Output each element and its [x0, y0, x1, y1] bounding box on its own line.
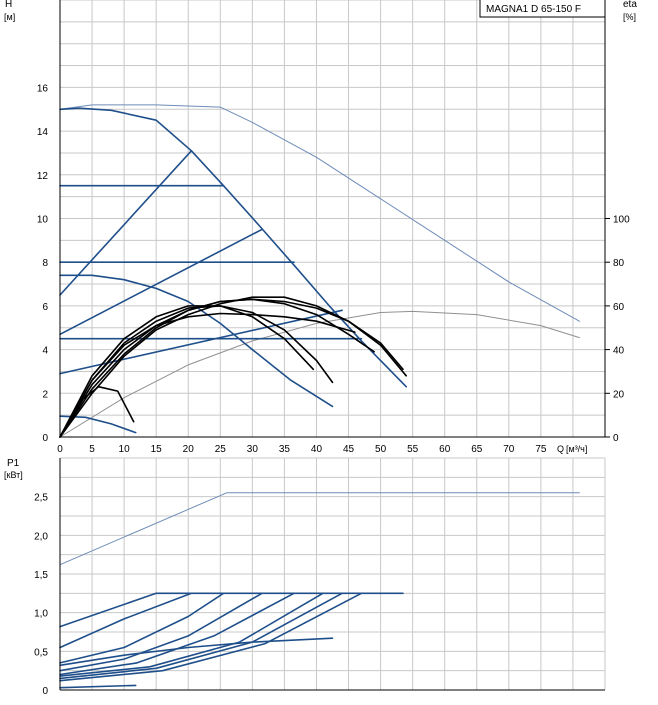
y2-tick-label: 0 — [613, 433, 619, 444]
y2-axis-label-eta: eta — [623, 0, 637, 10]
x-tick-label: 15 — [151, 444, 163, 455]
y-tick-label: 6 — [42, 302, 48, 313]
efficiency-curve — [59, 298, 404, 438]
p1-tick-label: 1,5 — [34, 570, 48, 581]
y-tick-label: 8 — [42, 258, 48, 269]
x-tick-label: 60 — [439, 444, 451, 455]
p1-tick-label: 2,0 — [34, 531, 48, 542]
y-tick-label: 0 — [42, 433, 48, 444]
x-tick-label: 25 — [215, 444, 227, 455]
efficiency-curve — [59, 298, 376, 438]
efficiency-curve — [59, 385, 135, 438]
x-tick-label: 55 — [407, 444, 419, 455]
p1-tick-label: 2,5 — [34, 493, 48, 504]
head-curve — [59, 150, 193, 296]
labels: H [м] eta [%] Q [м³/ч] P1 [кВт] — [4, 0, 637, 480]
model-label-frame — [479, 0, 606, 18]
head-curve — [59, 107, 408, 388]
x-tick-label: 30 — [247, 444, 259, 455]
max-power-curve — [59, 492, 580, 566]
y-axis-unit-h: [м] — [4, 12, 15, 22]
p1-tick-label: 0 — [42, 686, 48, 697]
y-tick-label: 16 — [37, 83, 49, 94]
model-label: MAGNA1 D 65-150 F — [486, 4, 581, 15]
x-tick-label: 70 — [503, 444, 515, 455]
efficiency-curve — [59, 312, 356, 438]
x-tick-label: 10 — [119, 444, 131, 455]
y2-tick-label: 40 — [613, 346, 625, 357]
x-tick-label: 5 — [89, 444, 95, 455]
y2-tick-label: 80 — [613, 258, 625, 269]
x-tick-label: 65 — [471, 444, 483, 455]
max-head-curve — [59, 104, 580, 322]
axes: 0 2 4 6 8 10 12 14 16 0 20 40 60 80 100 0 5 10 15 20 25 30 35 4… — [34, 0, 630, 697]
max-efficiency-curve — [59, 310, 580, 438]
p1-tick-label: 0,5 — [34, 647, 48, 658]
head-curve — [59, 228, 263, 336]
power-curve — [59, 637, 334, 667]
power-curve — [59, 592, 324, 677]
curves — [59, 104, 580, 689]
x-axis-label-q: Q — [557, 444, 564, 454]
power-curve — [59, 592, 193, 649]
head-curve — [59, 274, 334, 408]
x-tick-label: 40 — [311, 444, 323, 455]
x-axis-unit-q: [м³/ч] — [566, 444, 587, 454]
x-tick-label: 0 — [57, 444, 63, 455]
y2-tick-label: 100 — [613, 215, 630, 226]
efficiency-curve — [59, 305, 315, 438]
y-tick-label: 2 — [42, 389, 48, 400]
x-tick-label: 35 — [279, 444, 291, 455]
power-curve — [59, 592, 263, 672]
y-tick-label: 14 — [37, 127, 49, 138]
power-curve — [59, 592, 225, 664]
model-label-box: MAGNA1 D 65-150 F — [479, 0, 606, 18]
power-curve — [59, 684, 137, 689]
power-curve — [59, 592, 363, 682]
y2-tick-label: 20 — [613, 389, 625, 400]
power-curve — [59, 592, 343, 680]
y-axis-label-p1: P1 — [7, 458, 20, 469]
x-tick-label: 45 — [343, 444, 355, 455]
y-tick-label: 12 — [37, 171, 49, 182]
p1-tick-label: 1,0 — [34, 609, 48, 620]
x-tick-label: 75 — [535, 444, 547, 455]
y-axis-label-h: H — [5, 0, 12, 10]
y2-axis-unit-eta: [%] — [623, 12, 636, 22]
grid — [59, 0, 606, 690]
y-axis-unit-p1: [кВт] — [4, 470, 23, 480]
x-tick-label: 20 — [183, 444, 195, 455]
y-tick-label: 10 — [37, 215, 49, 226]
power-curve — [59, 592, 404, 628]
y2-tick-label: 60 — [613, 302, 625, 313]
y-tick-label: 4 — [42, 346, 48, 357]
x-tick-label: 50 — [375, 444, 387, 455]
